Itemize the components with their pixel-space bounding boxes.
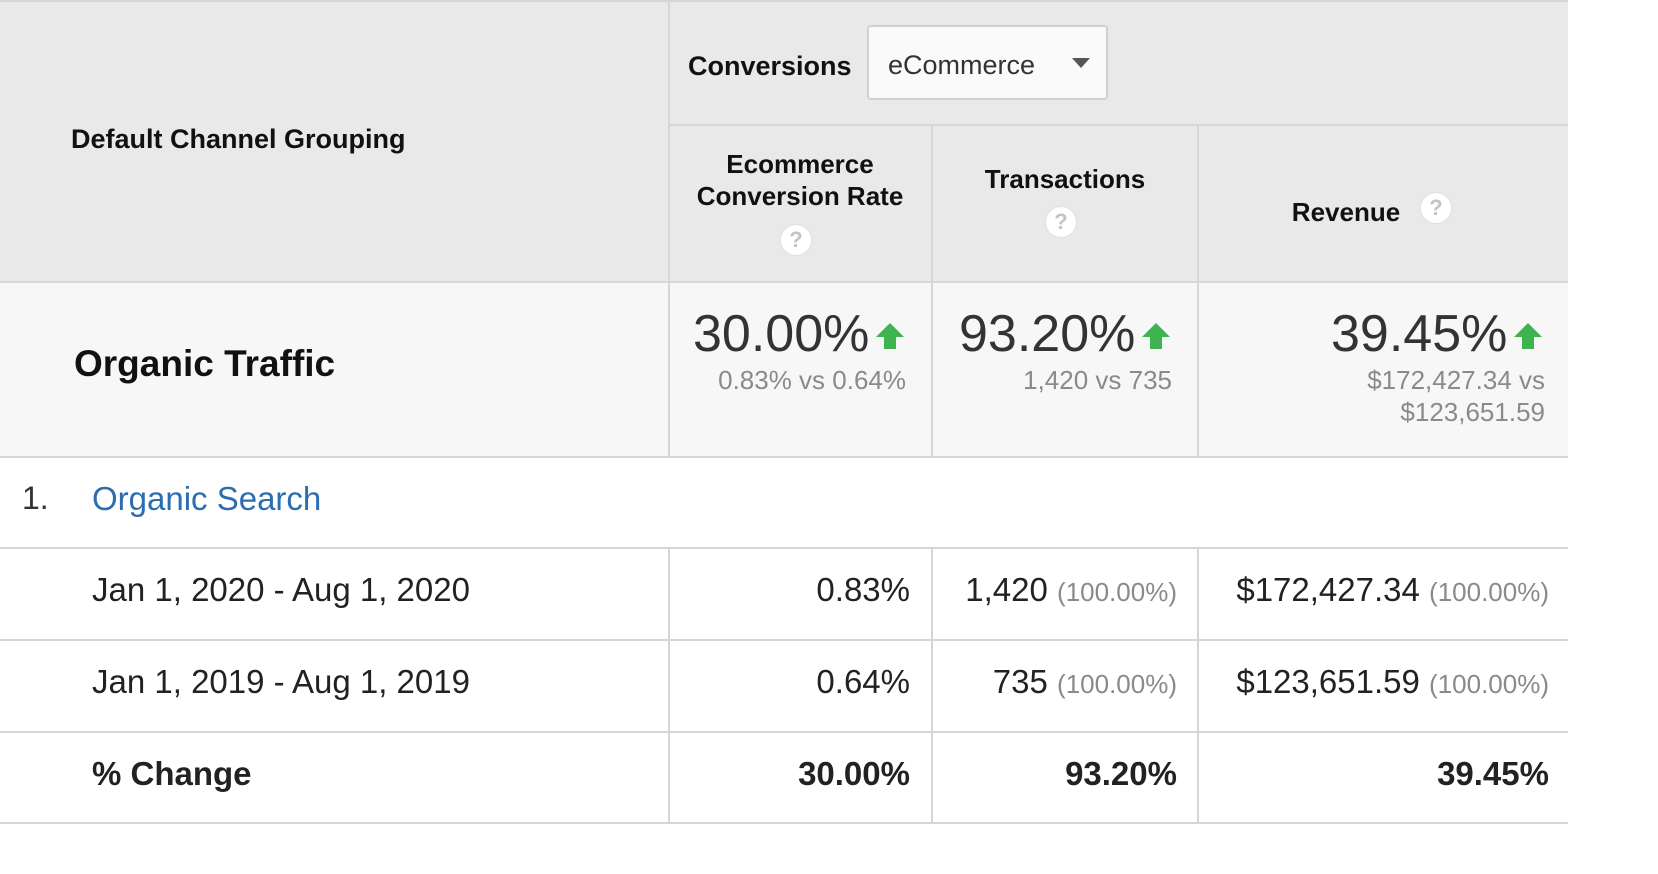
revenue-value: $172,427.34 — [1236, 571, 1420, 608]
column-header-line: Ecommerce — [726, 149, 874, 179]
transactions-share: (100.00%) — [1057, 577, 1177, 607]
divider — [0, 822, 1568, 824]
revenue-value: $123,651.59 — [1236, 663, 1420, 700]
conversions-label: Conversions — [688, 51, 852, 81]
divider — [0, 639, 1568, 641]
help-icon[interactable]: ? — [1046, 207, 1076, 237]
dropdown-value: eCommerce — [888, 50, 1036, 80]
divider — [668, 547, 670, 824]
column-header-conversion-rate[interactable]: Ecommerce Conversion Rate — [670, 148, 930, 212]
revenue-share: (100.00%) — [1429, 669, 1549, 699]
transactions-value: 1,420 — [965, 571, 1048, 608]
column-header-revenue[interactable]: Revenue — [1230, 196, 1462, 228]
row-index: 1. — [22, 480, 49, 516]
help-icon[interactable]: ? — [1421, 193, 1451, 223]
conversion-rate-compare: 0.83% vs 0.64% — [718, 365, 906, 395]
revenue-change-value: 39.45% — [1437, 755, 1549, 792]
divider — [0, 547, 1568, 549]
divider — [0, 731, 1568, 733]
divider — [669, 124, 1568, 126]
transactions-cell: 1,420 (100.00%) — [940, 571, 1177, 609]
summary-row — [0, 283, 1568, 457]
caret-down-icon — [1072, 58, 1090, 68]
transactions-compare: 1,420 vs 735 — [1023, 365, 1172, 395]
period-label: Jan 1, 2020 - Aug 1, 2020 — [92, 571, 470, 608]
revenue-change: 39.45% — [1331, 305, 1508, 363]
transactions-change: 93.20% — [959, 305, 1136, 363]
revenue-cell: $123,651.59 (100.00%) — [1205, 663, 1549, 701]
help-icon[interactable]: ? — [781, 225, 811, 255]
change-label: % Change — [92, 755, 252, 792]
revenue-compare: $172,427.34 vs $123,651.59 — [1210, 364, 1545, 428]
segment-label: Organic Traffic — [74, 343, 336, 384]
up-arrow-icon — [1514, 323, 1542, 349]
transactions-value: 735 — [992, 663, 1048, 700]
conversion-rate-value: 0.64% — [816, 663, 910, 700]
conversion-rate-change-value: 30.00% — [798, 755, 910, 792]
divider — [0, 281, 1568, 283]
transactions-change-value: 93.20% — [1065, 755, 1177, 792]
divider — [0, 0, 1568, 2]
divider — [931, 547, 933, 824]
conversion-rate-value: 0.83% — [816, 571, 910, 608]
dimension-header[interactable]: Default Channel Grouping — [71, 124, 406, 154]
revenue-cell: $172,427.34 (100.00%) — [1205, 571, 1549, 609]
column-header-transactions[interactable]: Transactions — [933, 163, 1197, 195]
conversions-dropdown[interactable]: eCommerce — [867, 25, 1108, 100]
divider — [1197, 547, 1199, 824]
revenue-share: (100.00%) — [1429, 577, 1549, 607]
conversion-rate-change: 30.00% — [693, 305, 870, 363]
revenue-compare-line: $172,427.34 vs — [1367, 365, 1545, 395]
column-header-line: Revenue — [1291, 197, 1401, 227]
divider — [0, 456, 1568, 458]
column-header-line: Transactions — [984, 164, 1146, 194]
up-arrow-icon — [876, 323, 904, 349]
divider — [668, 0, 670, 456]
transactions-share: (100.00%) — [1057, 669, 1177, 699]
column-header-line: Conversion Rate — [696, 181, 904, 211]
channel-link-organic-search[interactable]: Organic Search — [92, 480, 322, 517]
divider — [1197, 124, 1199, 457]
period-label: Jan 1, 2019 - Aug 1, 2019 — [92, 663, 470, 700]
up-arrow-icon — [1142, 323, 1170, 349]
revenue-compare-line: $123,651.59 — [1400, 397, 1545, 427]
transactions-cell: 735 (100.00%) — [940, 663, 1177, 701]
divider — [931, 124, 933, 457]
